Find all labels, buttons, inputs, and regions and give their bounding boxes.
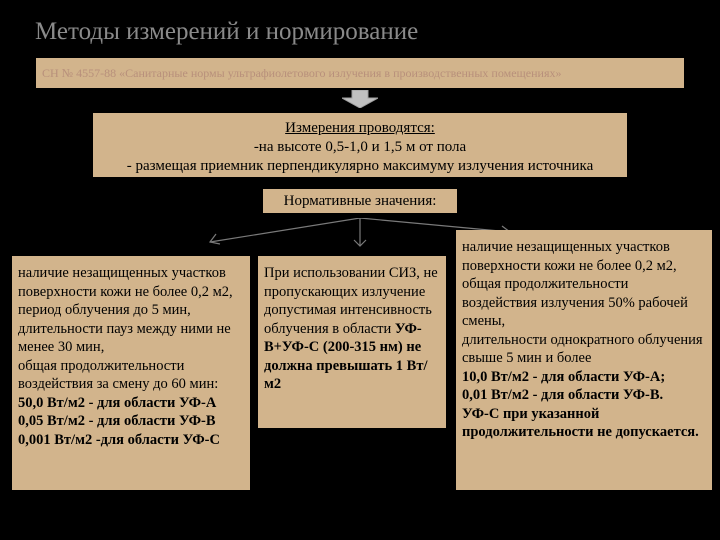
- left-b2: 0,05 Вт/м2 - для области УФ-В: [18, 413, 216, 429]
- arrow-down-icon: [342, 90, 378, 108]
- right-b3: УФ-С при указанной продолжительности не …: [462, 406, 699, 441]
- left-p1: наличие незащищенных участков поверхност…: [18, 265, 233, 355]
- standard-reference-box: СН № 4557-88 «Санитарные нормы ультрафио…: [36, 58, 684, 88]
- normative-label: Нормативные значения:: [284, 193, 437, 210]
- slide-title: Методы измерений и нормирование: [35, 18, 418, 46]
- right-p2: длительности однократного облучения свыш…: [462, 332, 703, 367]
- right-panel: наличие незащищенных участков поверхност…: [456, 230, 712, 490]
- measurement-line1: -на высоте 0,5-1,0 и 1,5 м от пола: [254, 139, 466, 155]
- middle-panel: При использовании СИЗ, не пропускающих и…: [258, 256, 446, 428]
- measurement-heading: Измерения проводятся:: [285, 120, 435, 136]
- left-panel: наличие незащищенных участков поверхност…: [12, 256, 250, 490]
- right-b1: 10,0 Вт/м2 - для области УФ-А;: [462, 369, 665, 385]
- right-p1: наличие незащищенных участков поверхност…: [462, 239, 688, 329]
- left-b1: 50,0 Вт/м2 - для области УФ-А: [18, 395, 216, 411]
- right-b2: 0,01 Вт/м2 - для области УФ-В.: [462, 387, 663, 403]
- normative-label-box: Нормативные значения:: [262, 188, 458, 214]
- left-p2: общая продолжительности воздействия за с…: [18, 358, 218, 393]
- standard-reference-text: СН № 4557-88 «Санитарные нормы ультрафио…: [42, 66, 561, 81]
- measurement-box: Измерения проводятся: -на высоте 0,5-1,0…: [92, 112, 628, 178]
- left-b3: 0,001 Вт/м2 -для области УФ-С: [18, 432, 220, 448]
- measurement-line2: - размещая приемник перпендикулярно макс…: [127, 158, 594, 174]
